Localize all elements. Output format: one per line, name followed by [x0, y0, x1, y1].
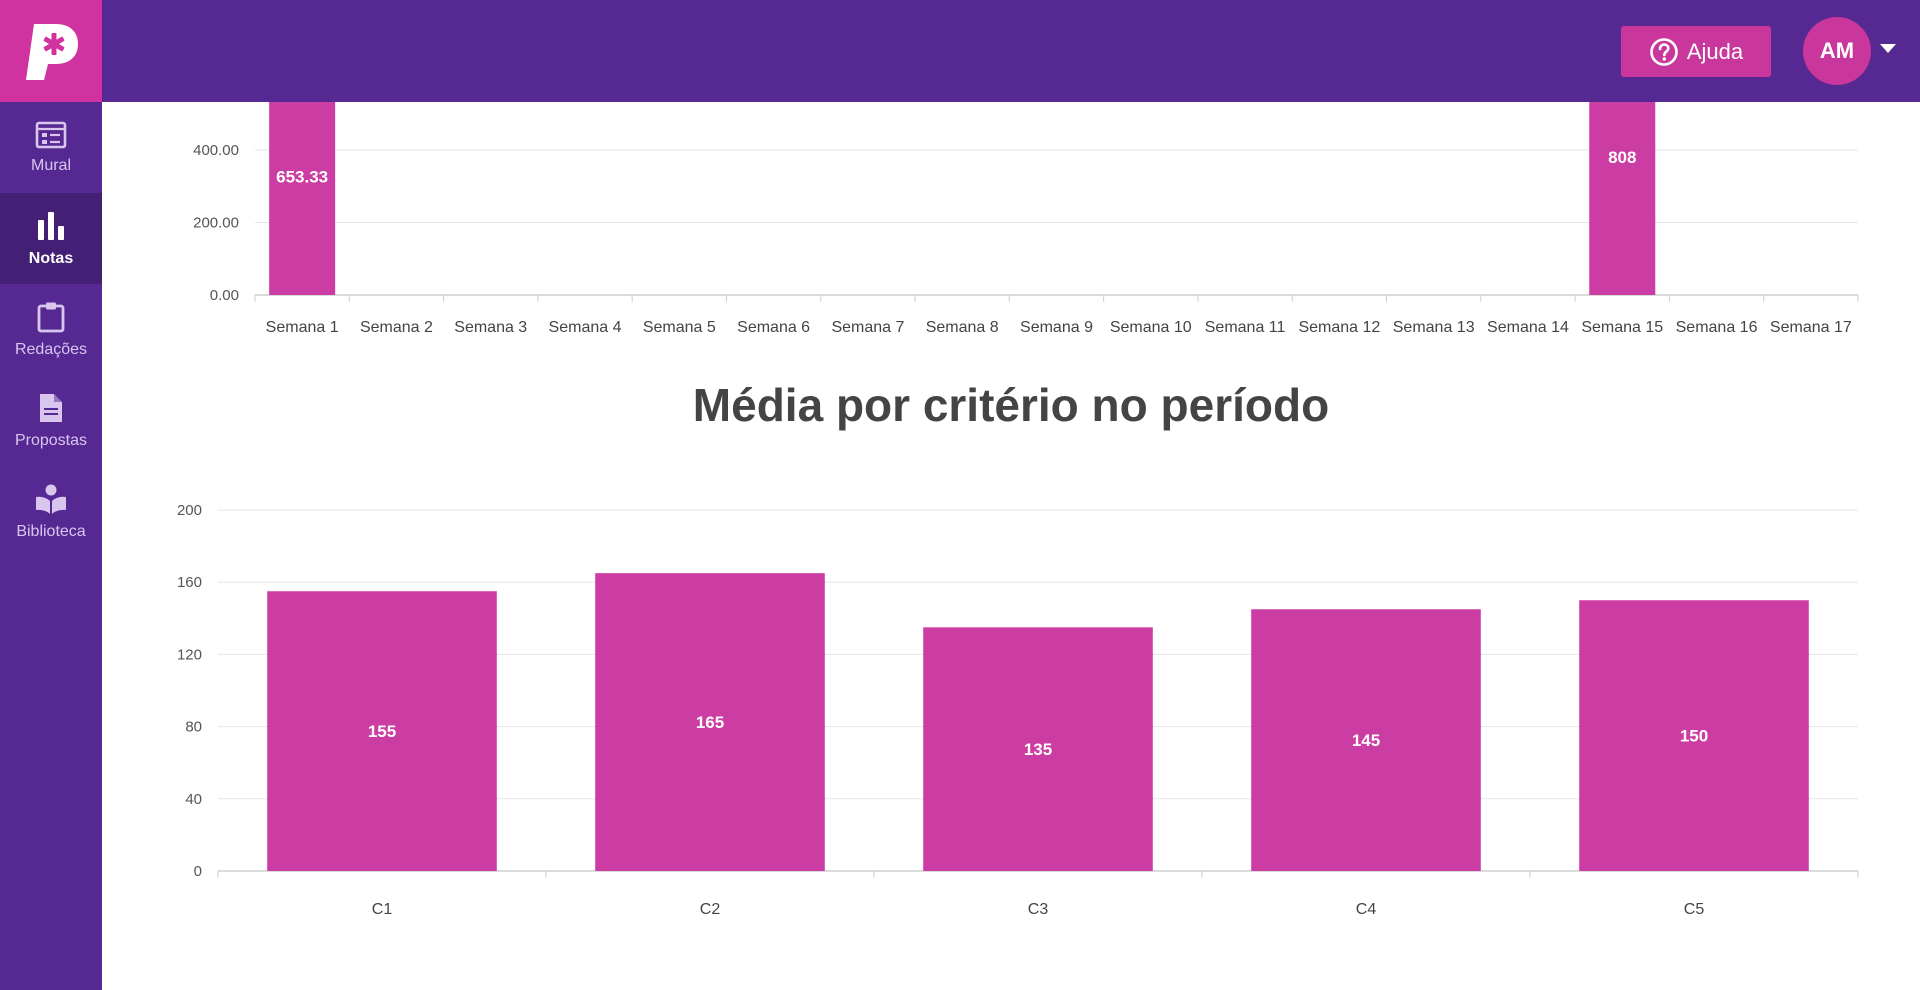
y-tick-label: 0 — [194, 863, 202, 880]
y-tick-label: 200.00 — [193, 215, 239, 232]
document-icon — [40, 393, 62, 422]
category-label: Semana 12 — [1298, 319, 1380, 336]
mural-icon — [35, 121, 67, 148]
category-label: Semana 13 — [1393, 319, 1475, 336]
category-label: C3 — [1028, 901, 1049, 918]
criteria-chart-title: Média por critério no período — [692, 379, 1330, 431]
sidebar-item-label: Mural — [30, 156, 71, 174]
bar-value-label: 155 — [368, 722, 396, 741]
category-label: Semana 6 — [737, 319, 810, 336]
bar-value-label: 653.33 — [276, 168, 328, 187]
category-label: C5 — [1684, 901, 1705, 918]
category-label: Semana 1 — [266, 319, 339, 336]
sidebar-item-propostas[interactable]: Propostas — [0, 375, 102, 466]
bar-value-label: 808 — [1608, 148, 1636, 167]
category-label: C2 — [700, 901, 721, 918]
y-tick-label: 40 — [185, 791, 202, 808]
category-label: Semana 10 — [1110, 319, 1192, 336]
logo[interactable] — [0, 0, 102, 102]
clipboard-icon — [37, 302, 65, 332]
help-label: Ajuda — [1686, 38, 1744, 64]
bar-value-label: 150 — [1680, 727, 1708, 746]
y-tick-label: 200 — [177, 502, 202, 519]
sidebar-item-label: Notas — [28, 249, 74, 267]
sidebar: Mural Notas Redações Propo — [0, 102, 102, 990]
main-content: 0.00 200.00 400.00 653.33 Semana 1 Semana 2 Se… — [102, 102, 1920, 990]
category-label: Semana 9 — [1020, 319, 1093, 336]
category-label: Semana 17 — [1770, 319, 1852, 336]
y-tick-label: 80 — [185, 719, 202, 736]
category-label: Semana 2 — [360, 319, 433, 336]
avatar[interactable]: AM — [1803, 17, 1871, 85]
y-tick-label: 120 — [177, 646, 202, 663]
top-bar: Ajuda AM — [0, 0, 1920, 102]
bar — [1589, 102, 1656, 295]
sidebar-item-notas[interactable]: Notas — [0, 193, 102, 284]
bar — [1579, 600, 1809, 871]
category-label: C1 — [372, 901, 393, 918]
y-tick-label: 400.00 — [193, 142, 239, 159]
weekly-scores-chart: 0.00 200.00 400.00 653.33 Semana 1 Semana 2 Se… — [193, 102, 1859, 336]
logo-icon — [26, 24, 78, 80]
caret-down-icon[interactable] — [1880, 44, 1896, 53]
category-label: Semana 11 — [1205, 319, 1286, 336]
sidebar-item-biblioteca[interactable]: Biblioteca — [0, 466, 102, 557]
bar — [267, 591, 497, 871]
bar-value-label: 165 — [696, 713, 724, 732]
category-label: C4 — [1356, 901, 1377, 918]
category-label: Semana 8 — [926, 319, 999, 336]
bar — [269, 102, 336, 295]
bar-value-label: 145 — [1352, 731, 1380, 750]
question-circle-icon — [1650, 37, 1678, 66]
sidebar-item-label: Redações — [14, 340, 88, 358]
category-label: Semana 16 — [1676, 319, 1758, 336]
sidebar-item-label: Propostas — [14, 431, 88, 449]
y-tick-label: 160 — [177, 574, 202, 591]
bar — [595, 573, 825, 871]
y-tick-label: 0.00 — [210, 287, 239, 304]
category-label: Semana 4 — [549, 319, 622, 336]
category-label: Semana 3 — [454, 319, 527, 336]
reader-icon — [36, 484, 66, 514]
sidebar-item-redacoes[interactable]: Redações — [0, 284, 102, 375]
category-label: Semana 15 — [1581, 319, 1663, 336]
bar-chart-icon — [38, 211, 64, 240]
bar — [923, 627, 1153, 871]
sidebar-item-mural[interactable]: Mural — [0, 102, 102, 193]
criteria-average-chart: 0 40 80 120 160 200 155 C1 165 C2 135 C3 145 C4 150 C5 — [177, 502, 1859, 918]
category-label: Semana 5 — [643, 319, 716, 336]
help-button[interactable]: Ajuda — [1621, 26, 1771, 77]
category-label: Semana 7 — [831, 319, 904, 336]
category-label: Semana 14 — [1487, 319, 1569, 336]
bar — [1251, 609, 1481, 871]
bar-value-label: 135 — [1024, 740, 1052, 759]
sidebar-item-label: Biblioteca — [16, 522, 86, 540]
avatar-initials: AM — [1819, 38, 1855, 63]
